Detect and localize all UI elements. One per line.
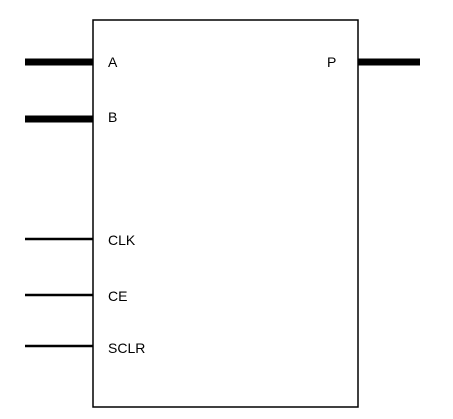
pin-sclr-label: SCLR bbox=[108, 340, 145, 356]
pin-clk-label: CLK bbox=[108, 232, 136, 248]
pin-b-label: B bbox=[108, 109, 117, 125]
pin-a-label: A bbox=[108, 54, 118, 70]
pin-p-label: P bbox=[327, 54, 336, 70]
block-body bbox=[92, 19, 359, 408]
pin-ce-label: CE bbox=[108, 288, 127, 304]
